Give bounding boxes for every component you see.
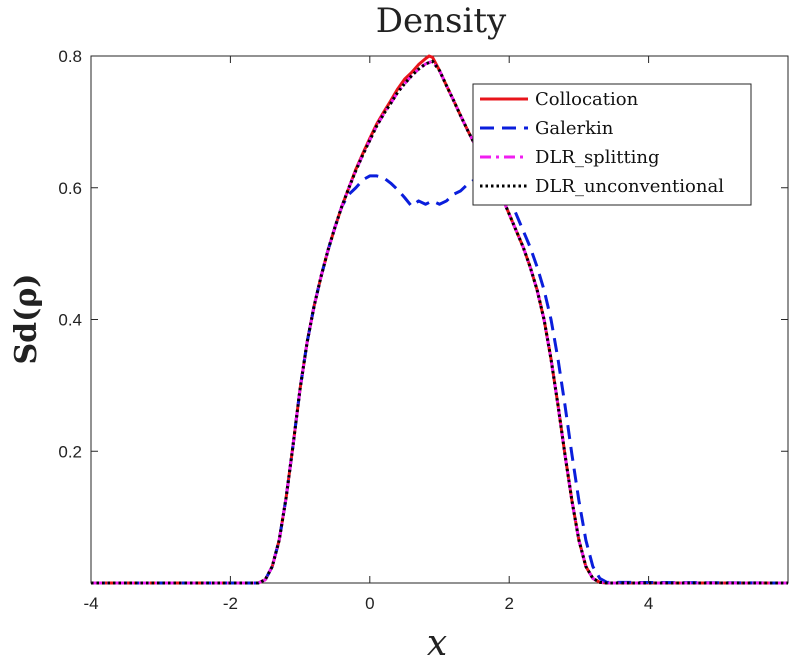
x-tick-label: 2 (504, 594, 513, 613)
x-tick-label: 4 (644, 594, 653, 613)
ticks-layer: -4 -2 0 2 4 0.2 0.4 0.6 0.8 (58, 47, 788, 613)
legend-label-0: Collocation (535, 89, 639, 110)
x-axis-label: x (427, 623, 447, 660)
y-axis-label: Sd(ρ) (9, 274, 44, 365)
x-tick-label: -2 (223, 594, 238, 613)
series-line-3 (91, 59, 788, 585)
legend: Collocation Galerkin DLR_splitting DLR_unco… (472, 83, 752, 206)
legend-label-2: DLR_splitting (535, 147, 660, 168)
x-tick-label: -4 (83, 594, 98, 613)
y-tick-label: 0.4 (58, 311, 82, 330)
legend-label-3: DLR_unconventional (535, 176, 724, 197)
x-tick-label: 0 (365, 594, 374, 613)
legend-label-1: Galerkin (535, 118, 614, 139)
y-tick-label: 0.8 (58, 47, 82, 66)
chart-title: Density (376, 1, 507, 41)
series-layer (91, 54, 789, 585)
y-tick-label: 0.2 (58, 442, 82, 461)
y-tick-label: 0.6 (58, 179, 82, 198)
